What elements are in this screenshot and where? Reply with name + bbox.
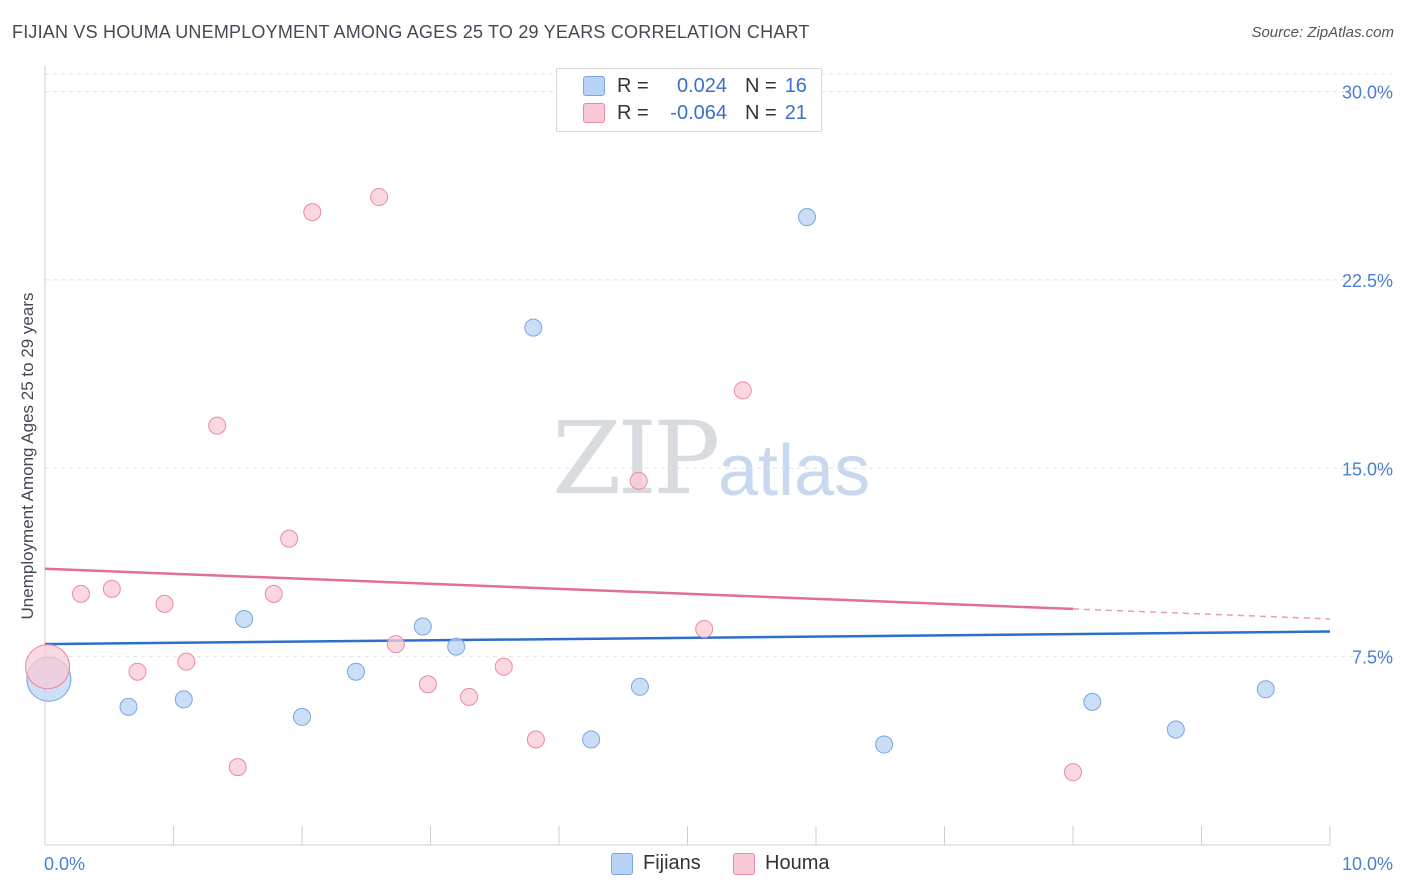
- data-point-fijians: [293, 707, 311, 726]
- legend-n-label: N =: [745, 101, 777, 124]
- data-point-fijians: [346, 662, 365, 681]
- x-tick-label: 0.0%: [44, 854, 85, 874]
- data-point-houma: [526, 730, 545, 749]
- data-point-fijians: [1083, 692, 1102, 711]
- data-point-houma: [303, 203, 322, 222]
- trend-line-houma: [44, 567, 1074, 611]
- trend-line-fijians: [44, 630, 1331, 646]
- data-point-houma: [177, 652, 196, 671]
- data-point-fijians: [630, 677, 649, 696]
- data-point-houma: [208, 416, 227, 435]
- legend-swatch-houma: [733, 852, 755, 875]
- legend-swatch-houma: [583, 103, 605, 123]
- legend-item-houma[interactable]: Houma: [733, 852, 829, 875]
- legend-swatch-fijians: [611, 852, 633, 875]
- y-tick-label: 30.0%: [1342, 83, 1393, 103]
- legend-n-value: 16: [784, 74, 807, 97]
- trend-lines: [44, 567, 1331, 646]
- data-point-fijians: [875, 735, 894, 754]
- data-point-houma: [102, 579, 121, 598]
- data-point-fijians: [1166, 720, 1185, 739]
- data-point-fijians: [447, 637, 466, 656]
- data-point-houma: [418, 675, 437, 694]
- watermark-zip: ZIP: [552, 400, 720, 517]
- y-tick-label: 22.5%: [1342, 271, 1393, 291]
- legend-n-label: N =: [745, 74, 777, 97]
- y-tick-label: 15.0%: [1342, 459, 1393, 479]
- legend-label-houma: Houma: [765, 852, 830, 874]
- watermark-atlas: atlas: [718, 431, 871, 511]
- data-point-houma: [25, 644, 71, 690]
- data-point-houma: [280, 529, 299, 548]
- data-point-houma: [629, 471, 648, 490]
- data-point-houma: [128, 662, 147, 681]
- source-label: Source: ZipAtlas.com: [1251, 24, 1394, 41]
- trend-line-dashed-houma: [1072, 608, 1331, 620]
- data-point-houma: [695, 620, 714, 639]
- legend-r-value: -0.064: [670, 101, 727, 124]
- data-point-houma: [71, 584, 90, 603]
- legend-r-value: 0.024: [676, 74, 727, 97]
- data-point-houma: [370, 188, 389, 207]
- legend-r-label: R =: [617, 74, 649, 97]
- y-tick-label: 7.5%: [1352, 648, 1393, 668]
- legend-item-fijians[interactable]: Fijians: [611, 852, 701, 875]
- data-point-houma: [733, 381, 752, 400]
- data-point-houma: [386, 635, 405, 654]
- legend-row-fijians: R = 0.024 N = 16: [583, 73, 807, 99]
- data-point-houma: [460, 687, 479, 706]
- legend-swatch-fijians: [583, 76, 605, 96]
- series-legend: Fijians Houma: [0, 852, 1406, 878]
- data-point-fijians: [1256, 680, 1275, 699]
- data-point-houma: [264, 584, 283, 603]
- data-point-fijians: [413, 617, 432, 636]
- data-point-houma: [1064, 763, 1082, 782]
- grid-lines: [45, 73, 1392, 658]
- data-point-fijians: [524, 318, 543, 337]
- data-points: [25, 188, 1275, 782]
- data-point-houma: [155, 594, 174, 613]
- legend-label-fijians: Fijians: [643, 852, 701, 874]
- data-point-fijians: [174, 690, 193, 709]
- axes: [44, 66, 1331, 846]
- tick-labels: 7.5% 15.0% 22.5% 30.0% 0.0% 10.0%: [44, 83, 1393, 874]
- x-tick-label: 10.0%: [1342, 854, 1393, 874]
- legend-n-value: 21: [784, 101, 807, 124]
- data-point-fijians: [235, 609, 254, 628]
- data-point-fijians: [798, 208, 817, 227]
- data-point-houma: [228, 758, 247, 777]
- data-point-fijians: [119, 697, 138, 716]
- legend-row-houma: R = -0.064 N = 21: [583, 100, 807, 126]
- legend-r-label: R =: [617, 101, 649, 124]
- data-point-fijians: [582, 730, 601, 749]
- chart-title: FIJIAN VS HOUMA UNEMPLOYMENT AMONG AGES …: [12, 22, 810, 42]
- stats-legend: R = 0.024 N = 16 R = -0.064 N = 21: [556, 68, 822, 132]
- data-point-houma: [494, 657, 513, 676]
